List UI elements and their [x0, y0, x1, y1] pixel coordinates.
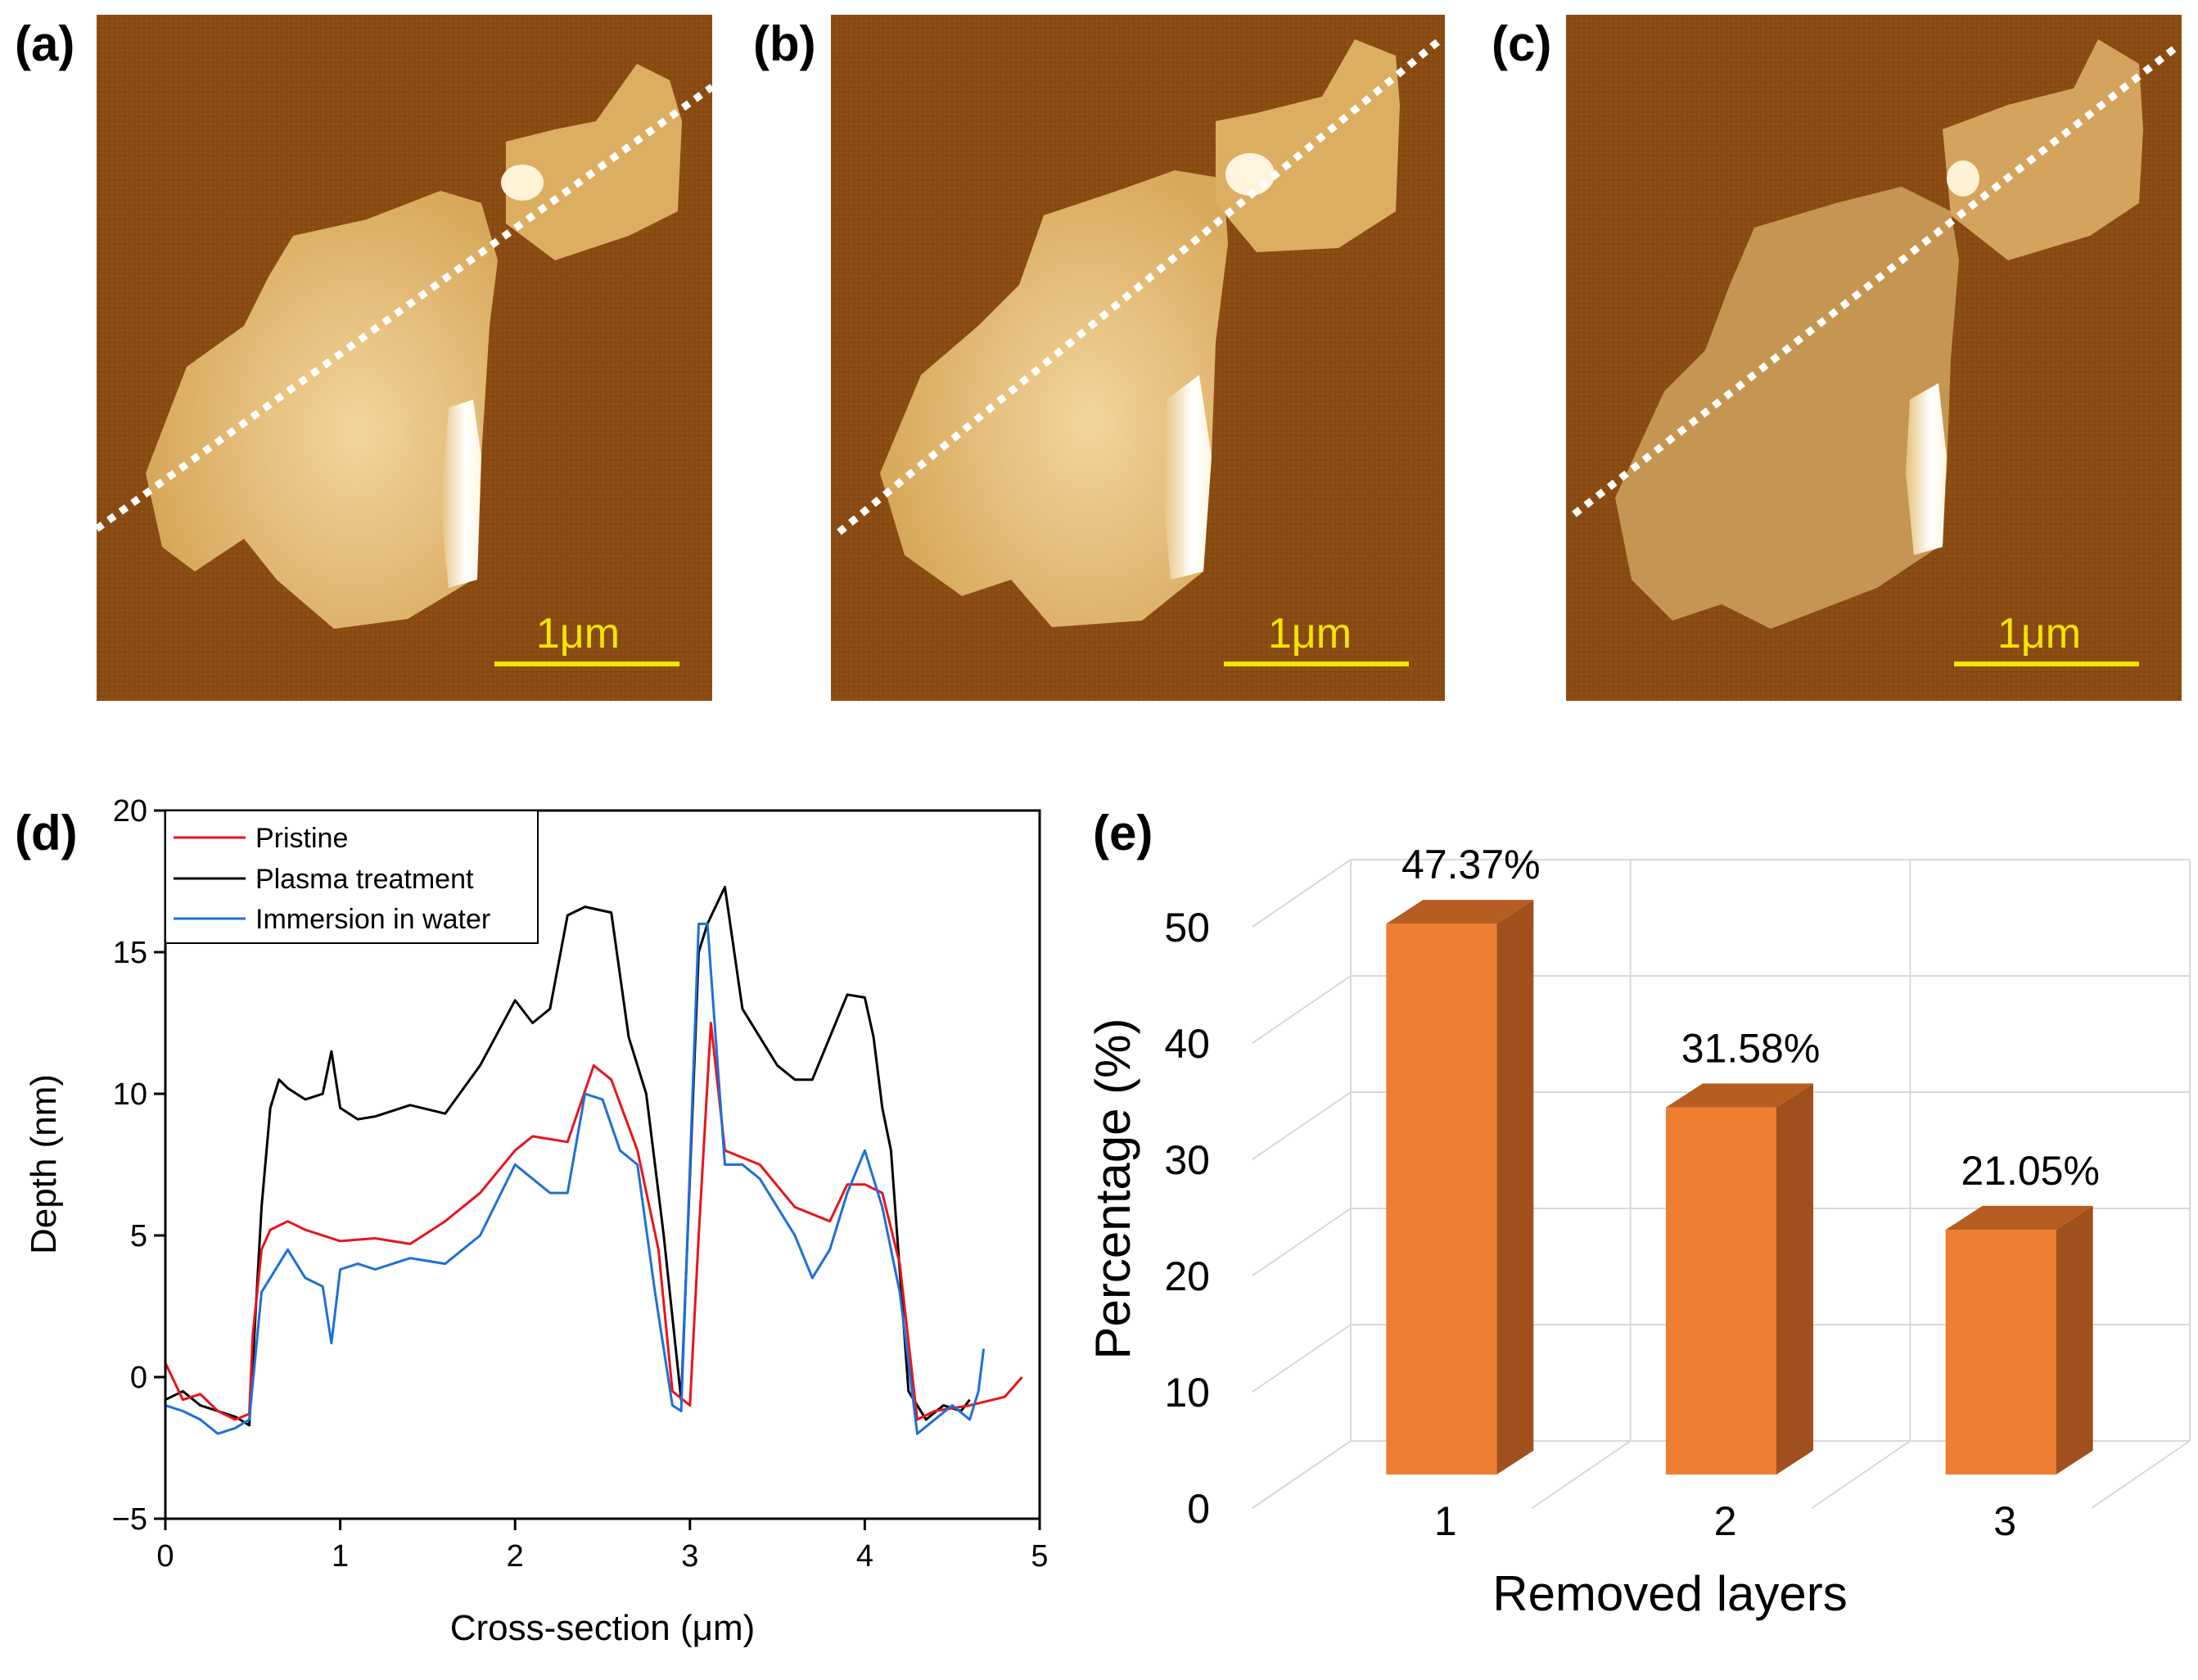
cross-section-line: [1572, 44, 2178, 517]
line-chart-depth: 0 1 2 3 4 5 −5 0 5 10 15 20 Pristine Plasma treatme…: [24, 794, 1049, 1648]
bar: [1386, 924, 1497, 1475]
legend-label-pristine: Pristine: [255, 823, 348, 854]
x-tick-label: 2: [1714, 1498, 1737, 1544]
bar-side: [1776, 1083, 1813, 1475]
grid-line-side: [1252, 1324, 1352, 1393]
bar-side: [2056, 1205, 2093, 1475]
floor-line: [1532, 1440, 1632, 1509]
legend-label-plasma: Plasma treatment: [255, 864, 474, 895]
bar-chart-removed-layers: 0 10 20 30 40 50 47.37% 1 31.58% 2 21.05% 3 Remove…: [1085, 842, 2191, 1621]
y-tick-label: 5: [130, 1219, 147, 1253]
y-tick-label: 0: [130, 1361, 147, 1395]
scale-bar-label: 1μm: [1997, 610, 2081, 657]
bar-side: [1496, 900, 1534, 1475]
afm-panel-a: 1μm: [94, 15, 715, 701]
panel-label-e: (e): [1093, 806, 1153, 860]
y-axis-label: Depth (nm): [24, 1074, 64, 1254]
y-tick-label: 10: [1164, 1370, 1210, 1416]
afm-panel-c: 1μm: [1566, 15, 2182, 701]
afm-highlight-small: [1225, 153, 1275, 196]
scale-bar-label: 1μm: [1268, 610, 1352, 657]
bar-data-label: 31.58%: [1681, 1025, 1821, 1071]
bar-top: [1666, 1083, 1813, 1108]
bar-top: [1945, 1205, 2093, 1231]
series-line-immersion-in-water: [165, 922, 986, 1435]
afm-highlight: [440, 400, 481, 588]
x-tick-label: 5: [1031, 1539, 1048, 1574]
x-tick-label: 3: [681, 1539, 698, 1574]
panel-label-a: (a): [15, 16, 74, 71]
y-tick-label: 50: [1164, 905, 1210, 951]
x-tick-label: 3: [1993, 1498, 2016, 1544]
x-tick-label: 2: [507, 1539, 524, 1574]
cross-section-line: [837, 36, 1443, 535]
series-line-pristine: [164, 1022, 1023, 1421]
panel-label-b: (b): [753, 16, 816, 71]
y-tick-label: 15: [113, 936, 147, 970]
afm-highlight-small: [501, 165, 544, 201]
y-tick-label: 10: [113, 1077, 147, 1112]
bar-top: [1386, 900, 1534, 924]
grid-line-side: [1252, 859, 1352, 928]
panel-label-d: (d): [15, 806, 78, 860]
bar-data-label: 47.37%: [1401, 842, 1541, 887]
legend-box: [165, 810, 539, 944]
series-line-plasma-treatment: [165, 885, 971, 1427]
bar-data-label: 21.05%: [1961, 1148, 2100, 1194]
y-tick-label: −5: [112, 1502, 147, 1537]
y-axis-label: Percentage (%): [1085, 1018, 1140, 1360]
grid-line-side: [1252, 1208, 1352, 1276]
floor-line: [1252, 1440, 1352, 1509]
plot-frame: [164, 809, 1041, 1520]
bar: [1945, 1230, 2056, 1475]
x-tick-label: 0: [156, 1539, 174, 1574]
legend-label-water: Immersion in water: [255, 904, 490, 935]
y-tick-label: 0: [1187, 1486, 1210, 1532]
afm-highlight: [1162, 375, 1212, 580]
afm-panel-b: 1μm: [831, 15, 1445, 701]
y-tick-label: 30: [1164, 1137, 1210, 1183]
x-tick-label: 1: [332, 1539, 349, 1574]
grid-line-side: [1252, 1091, 1352, 1160]
y-tick-label: 20: [113, 794, 147, 829]
x-axis-label: Cross-section (μm): [450, 1608, 756, 1648]
x-axis-label: Removed layers: [1492, 1566, 1848, 1621]
scale-bar-label: 1μm: [536, 610, 620, 657]
floor-line: [1811, 1440, 1911, 1509]
afm-highlight: [1906, 383, 1947, 555]
x-tick-label: 4: [856, 1539, 873, 1574]
panel-label-c: (c): [1492, 16, 1551, 71]
afm-flake-small: [506, 64, 682, 260]
x-tick-label: 1: [1434, 1498, 1457, 1544]
y-tick-label: 40: [1164, 1021, 1210, 1067]
grid-line-side: [1252, 975, 1352, 1044]
bar: [1666, 1107, 1776, 1475]
floor-line: [2091, 1440, 2191, 1509]
y-tick-label: 20: [1164, 1253, 1210, 1299]
afm-flake-main: [1615, 187, 1959, 629]
afm-highlight-small: [1947, 160, 1979, 196]
